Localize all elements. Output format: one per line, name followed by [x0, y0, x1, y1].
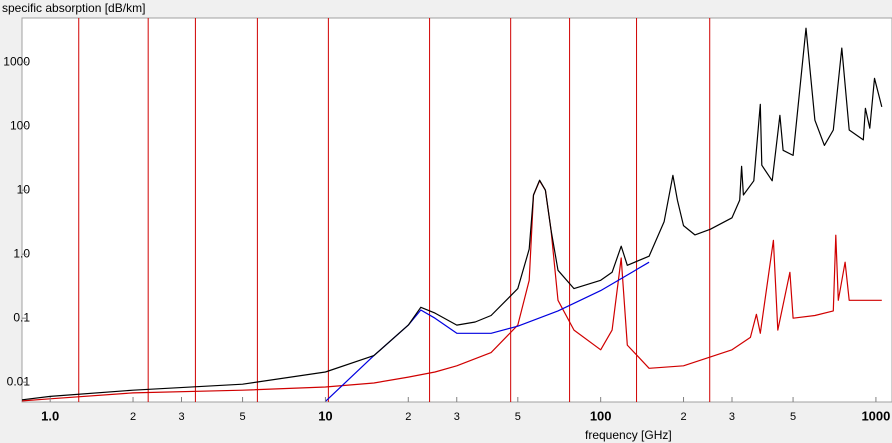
x-tick-label: 5 [790, 411, 796, 423]
x-tick-label: 3 [178, 411, 184, 423]
x-tick-label: 5 [515, 411, 521, 423]
x-tick-label: 100 [590, 408, 612, 423]
y-tick-label: 1.0 [13, 246, 30, 260]
y-tick-label: 0.01 [7, 374, 31, 388]
x-tick-label: 10 [318, 408, 332, 423]
x-tick-label: 1.0 [41, 408, 59, 423]
x-tick-label: 2 [680, 411, 686, 423]
series-line [22, 180, 882, 402]
x-axis-label: frequency [GHz] [585, 428, 672, 442]
x-tick-label: 3 [454, 411, 460, 423]
y-tick-label: 100 [10, 118, 30, 132]
plot-layer [22, 18, 883, 402]
y-tick-label: 1000 [3, 54, 30, 68]
y-tick-label: 10 [17, 182, 31, 196]
y-axis-label: specific absorption [dB/km] [2, 1, 145, 15]
plot-area [21, 17, 892, 403]
x-tick-label: 5 [240, 411, 246, 423]
x-tick-label: 2 [130, 411, 136, 423]
x-tick-label: 2 [405, 411, 411, 423]
y-tick-label: 0.1 [13, 310, 30, 324]
series-line [22, 27, 883, 401]
x-tick-label: 3 [729, 411, 735, 423]
x-tick-label: 1000 [861, 408, 890, 423]
